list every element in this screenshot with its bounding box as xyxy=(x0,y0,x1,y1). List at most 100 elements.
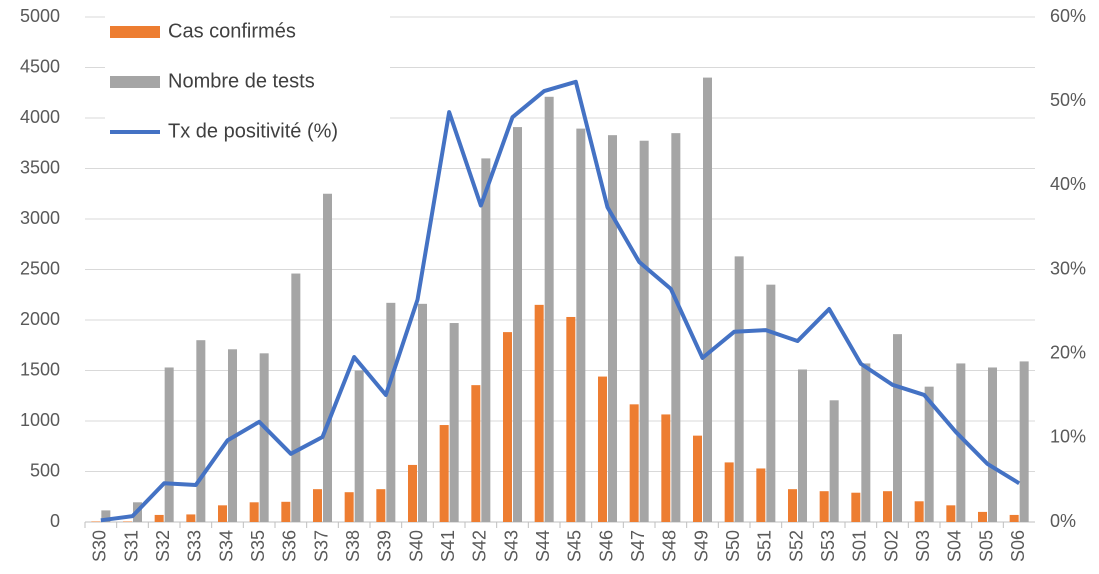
x-tick-label: S39 xyxy=(375,530,395,562)
bar xyxy=(196,340,206,522)
bar xyxy=(101,510,111,522)
bar xyxy=(798,369,807,522)
bar xyxy=(734,256,744,522)
bar xyxy=(418,303,427,522)
bar xyxy=(471,385,481,522)
bar xyxy=(186,514,196,522)
bar xyxy=(344,492,354,522)
bar xyxy=(756,468,766,522)
bar xyxy=(449,323,459,522)
bar xyxy=(956,363,966,522)
bar xyxy=(503,332,512,522)
x-tick-label: S05 xyxy=(976,530,996,562)
bar xyxy=(566,316,576,522)
bar xyxy=(914,501,924,522)
legend-label: Tx de positivité (%) xyxy=(168,120,338,142)
x-tick-label: S32 xyxy=(153,530,173,562)
bar xyxy=(893,334,902,522)
bar xyxy=(693,435,702,522)
x-tick-label: S43 xyxy=(501,530,521,562)
y2-tick-label: 60% xyxy=(1050,6,1086,26)
y2-tick-label: 30% xyxy=(1050,258,1086,278)
y-tick-label: 4500 xyxy=(20,56,60,76)
x-tick-label: S50 xyxy=(723,530,743,562)
bar xyxy=(819,491,829,522)
x-tick-label: S46 xyxy=(596,530,616,562)
bar xyxy=(544,96,554,522)
x-tick-label: S38 xyxy=(343,530,363,562)
y2-tick-label: 20% xyxy=(1050,342,1086,362)
bar xyxy=(788,489,797,522)
x-tick-label: S47 xyxy=(628,530,648,562)
x-tick-label: S51 xyxy=(755,530,775,562)
x-tick-label: S53 xyxy=(818,530,838,562)
x-tick-label: S49 xyxy=(691,530,711,562)
bar xyxy=(598,376,607,522)
x-tick-label: S01 xyxy=(850,530,870,562)
bar xyxy=(946,505,956,522)
bar xyxy=(629,404,639,522)
x-tick-label: S03 xyxy=(913,530,933,562)
bar xyxy=(724,462,734,522)
x-tick-label: S48 xyxy=(660,530,680,562)
x-tick-label: S42 xyxy=(470,530,490,562)
x-tick-label: S36 xyxy=(280,530,300,562)
y2-tick-label: 50% xyxy=(1050,90,1086,110)
x-tick-label: S35 xyxy=(248,530,268,562)
x-tick-label: S45 xyxy=(565,530,585,562)
bar xyxy=(978,511,987,522)
bar xyxy=(576,128,586,523)
bar xyxy=(703,77,712,522)
bar xyxy=(281,501,291,522)
bar xyxy=(386,302,396,522)
x-tick-label: S34 xyxy=(216,530,236,562)
bar xyxy=(123,521,132,522)
x-tick-label: S52 xyxy=(786,530,806,562)
y-tick-label: 500 xyxy=(30,460,60,480)
y-tick-label: 3000 xyxy=(20,208,60,228)
bar xyxy=(439,425,449,522)
bar xyxy=(259,353,269,522)
bar xyxy=(249,502,259,522)
y-tick-label: 4000 xyxy=(20,107,60,127)
bar xyxy=(661,414,671,522)
x-tick-label: S06 xyxy=(1008,530,1028,562)
bar xyxy=(313,489,322,522)
bar xyxy=(376,489,386,522)
legend-label: Cas confirmés xyxy=(168,20,296,42)
legend-swatch xyxy=(110,76,160,88)
y-tick-label: 2500 xyxy=(20,258,60,278)
bar xyxy=(829,400,839,522)
bar xyxy=(851,492,861,522)
bar xyxy=(323,193,332,522)
bar xyxy=(164,367,174,522)
y2-tick-label: 0% xyxy=(1050,511,1076,531)
x-tick-label: S41 xyxy=(438,530,458,562)
bar xyxy=(988,367,997,522)
bar xyxy=(513,127,522,522)
y-tick-label: 2000 xyxy=(20,309,60,329)
x-tick-label: S02 xyxy=(881,530,901,562)
y-tick-label: 3500 xyxy=(20,157,60,177)
x-tick-label: S37 xyxy=(311,530,331,562)
bar xyxy=(671,133,681,522)
y-tick-label: 5000 xyxy=(20,6,60,26)
x-tick-label: S04 xyxy=(945,530,965,562)
bar xyxy=(291,273,301,522)
bar xyxy=(883,491,892,522)
y2-tick-label: 40% xyxy=(1050,174,1086,194)
bar xyxy=(608,135,617,523)
bar xyxy=(639,140,649,522)
legend-label: Nombre de tests xyxy=(168,70,315,92)
bar xyxy=(766,284,776,522)
bar xyxy=(924,386,934,522)
y-tick-label: 1000 xyxy=(20,410,60,430)
bar xyxy=(408,464,417,522)
x-tick-label: S44 xyxy=(533,530,553,562)
bar xyxy=(861,363,871,522)
y2-tick-label: 10% xyxy=(1050,427,1086,447)
x-tick-label: S40 xyxy=(406,530,426,562)
x-tick-label: S30 xyxy=(90,530,110,562)
bar xyxy=(218,505,227,522)
